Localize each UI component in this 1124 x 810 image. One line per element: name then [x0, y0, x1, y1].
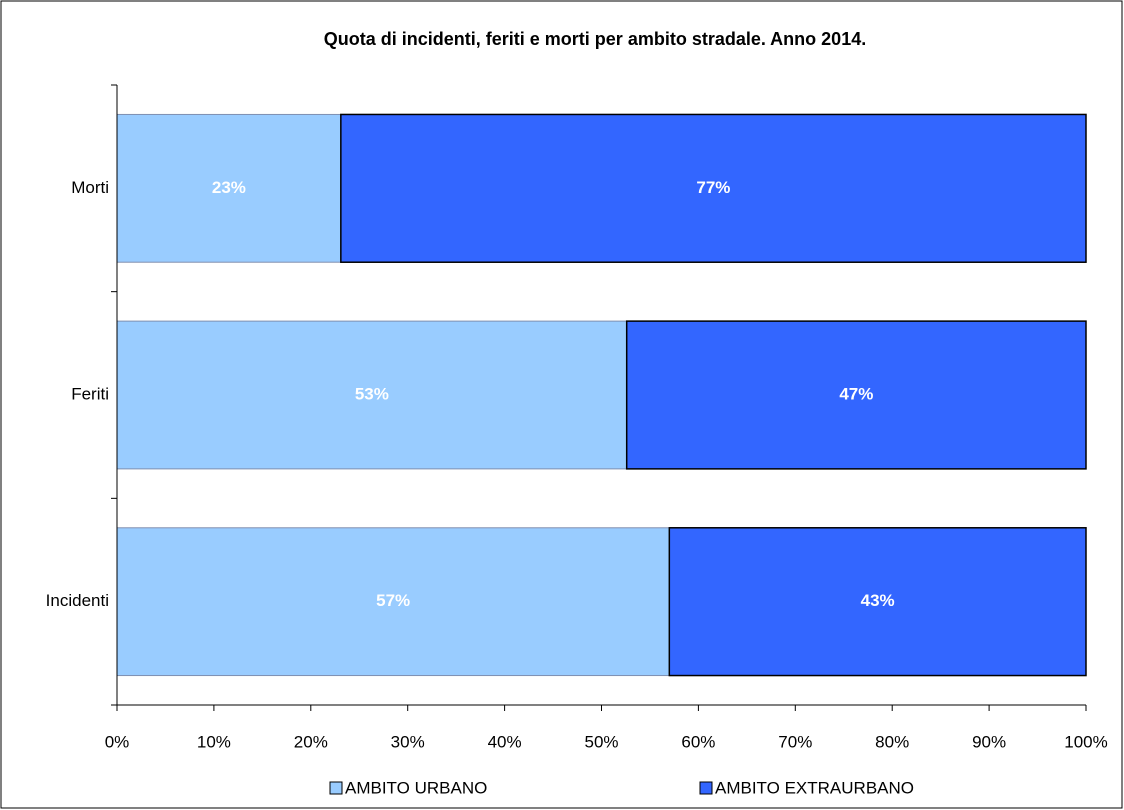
- bar-segment: [116, 320, 628, 470]
- data-label: 77%: [696, 178, 730, 197]
- chart-title: Quota di incidenti, feriti e morti per a…: [324, 29, 866, 49]
- legend-label: AMBITO EXTRAURBANO: [715, 778, 914, 797]
- x-tick-label: 50%: [584, 732, 618, 751]
- x-tick-label: 60%: [681, 732, 715, 751]
- data-label: 57%: [376, 591, 410, 610]
- bar-segment: [340, 113, 1087, 263]
- y-tick-label: Feriti: [71, 384, 109, 403]
- data-label: 47%: [839, 384, 873, 403]
- x-tick-label: 90%: [972, 732, 1006, 751]
- x-tick-label: 70%: [778, 732, 812, 751]
- x-tick-label: 100%: [1064, 732, 1107, 751]
- x-tick-label: 30%: [391, 732, 425, 751]
- x-tick-label: 20%: [294, 732, 328, 751]
- x-tick-label: 10%: [197, 732, 231, 751]
- bar-segment: [625, 320, 1087, 470]
- x-tick-label: 40%: [488, 732, 522, 751]
- legend-swatch: [329, 781, 343, 795]
- x-tick-label: 80%: [875, 732, 909, 751]
- data-label: 53%: [355, 384, 389, 403]
- bar-segment: [116, 113, 342, 263]
- y-tick-label: Incidenti: [46, 591, 109, 610]
- legend-swatch: [699, 781, 713, 795]
- bar-segment: [116, 527, 670, 677]
- data-label: 43%: [861, 591, 895, 610]
- x-tick-label: 0%: [105, 732, 130, 751]
- legend-label: AMBITO URBANO: [345, 778, 487, 797]
- y-tick-label: Morti: [71, 178, 109, 197]
- data-label: 23%: [212, 178, 246, 197]
- bar-segment: [668, 527, 1087, 677]
